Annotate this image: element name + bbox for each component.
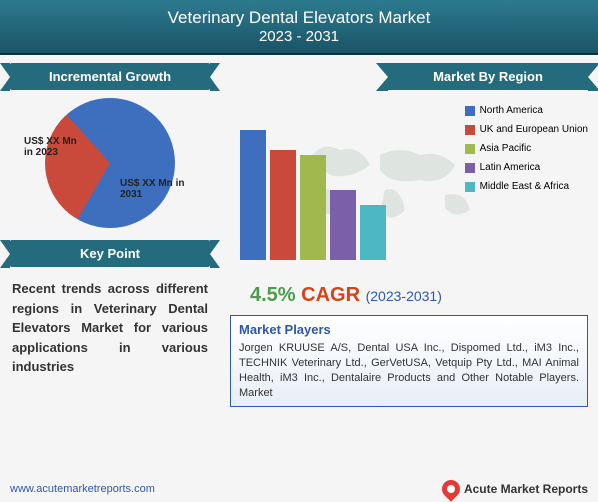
legend-swatch — [465, 182, 475, 192]
logo-text: Acute Market Reports — [464, 482, 588, 496]
key-point-text: Recent trends across different regions i… — [10, 275, 210, 381]
bar-asia-pacific — [300, 155, 326, 260]
header: Veterinary Dental Elevators Market 2023 … — [0, 0, 598, 55]
bars-group — [240, 130, 386, 260]
key-point-ribbon: Key Point — [10, 240, 210, 267]
market-players-title: Market Players — [239, 322, 579, 337]
legend-swatch — [465, 144, 475, 154]
pie-chart: US$ XX Mn in 2023 US$ XX Mn in 2031 — [30, 98, 190, 228]
left-panel: Incremental Growth US$ XX Mn in 2023 US$… — [0, 55, 220, 485]
legend-label: Middle East & Africa — [480, 181, 569, 192]
bar-uk-and-european-union — [270, 150, 296, 260]
bar-latin-america — [330, 190, 356, 260]
cagr-line: 4.5% CAGR (2023-2031) — [250, 284, 588, 307]
legend-swatch — [465, 163, 475, 173]
legend: North America UK and European Union Asia P… — [465, 105, 588, 200]
bar-chart: North America UK and European Union Asia P… — [230, 100, 588, 280]
pie-label-2023: US$ XX Mn in 2023 — [24, 136, 84, 158]
content: Incremental Growth US$ XX Mn in 2023 US$… — [0, 55, 598, 485]
market-by-region-ribbon: Market By Region — [388, 63, 588, 90]
legend-item: North America — [465, 105, 588, 116]
market-players-text: Jorgen KRUUSE A/S, Dental USA Inc., Disp… — [239, 341, 579, 400]
pie-label-2031: US$ XX Mn in 2031 — [120, 178, 192, 200]
logo-icon — [438, 476, 463, 501]
legend-label: UK and European Union — [480, 124, 588, 135]
legend-item: Middle East & Africa — [465, 181, 588, 192]
legend-item: UK and European Union — [465, 124, 588, 135]
legend-item: Asia Pacific — [465, 143, 588, 154]
bar-north-america — [240, 130, 266, 260]
source-url: www.acutemarketreports.com — [10, 483, 155, 495]
legend-swatch — [465, 125, 475, 135]
year-range: 2023 - 2031 — [0, 28, 598, 45]
cagr-label: CAGR — [301, 284, 360, 306]
cagr-percent: 4.5% — [250, 284, 296, 306]
market-players-box: Market Players Jorgen KRUUSE A/S, Dental… — [230, 315, 588, 407]
logo: Acute Market Reports — [442, 480, 588, 498]
legend-label: Latin America — [480, 162, 541, 173]
right-panel: Market By Region North America UK and Eur… — [220, 55, 598, 485]
legend-swatch — [465, 106, 475, 116]
page-title: Veterinary Dental Elevators Market — [0, 8, 598, 28]
legend-label: North America — [480, 105, 543, 116]
legend-label: Asia Pacific — [480, 143, 532, 154]
incremental-growth-ribbon: Incremental Growth — [10, 63, 210, 90]
footer: www.acutemarketreports.com Acute Market … — [0, 480, 598, 498]
pie-graphic — [45, 98, 175, 228]
bar-middle-east-africa — [360, 205, 386, 260]
cagr-years: (2023-2031) — [366, 288, 442, 304]
legend-item: Latin America — [465, 162, 588, 173]
